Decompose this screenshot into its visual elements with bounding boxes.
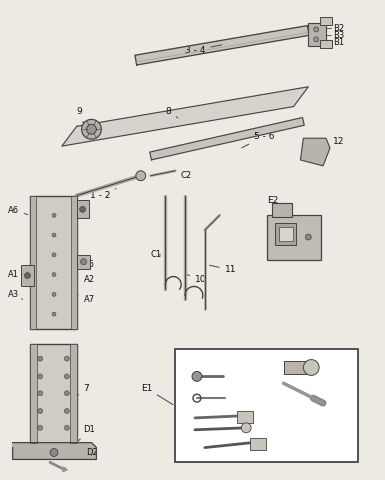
Text: 10: 10 bbox=[187, 275, 206, 284]
Polygon shape bbox=[135, 25, 309, 65]
Text: F7: F7 bbox=[190, 438, 203, 447]
Circle shape bbox=[64, 391, 69, 396]
Bar bbox=[279, 227, 293, 241]
Text: F2: F2 bbox=[185, 419, 194, 427]
Text: C2: C2 bbox=[180, 171, 191, 180]
Bar bbox=[320, 40, 332, 48]
Text: A2: A2 bbox=[77, 275, 95, 284]
Circle shape bbox=[64, 356, 69, 361]
Circle shape bbox=[305, 234, 311, 240]
Polygon shape bbox=[150, 118, 304, 160]
Bar bbox=[20, 264, 34, 287]
Text: F3: F3 bbox=[313, 374, 323, 383]
Text: A5: A5 bbox=[77, 260, 95, 269]
Circle shape bbox=[52, 253, 56, 257]
Circle shape bbox=[52, 233, 56, 237]
Circle shape bbox=[136, 171, 146, 180]
Bar bbox=[175, 349, 358, 462]
Polygon shape bbox=[62, 87, 308, 146]
Circle shape bbox=[80, 206, 85, 212]
Bar bbox=[30, 344, 77, 443]
Circle shape bbox=[52, 213, 56, 217]
Text: 12: 12 bbox=[321, 137, 344, 148]
Text: 3 - 4: 3 - 4 bbox=[185, 45, 222, 55]
Bar bbox=[77, 255, 90, 269]
Text: A7: A7 bbox=[77, 295, 95, 304]
Text: 7: 7 bbox=[77, 384, 89, 396]
Circle shape bbox=[25, 273, 30, 278]
Bar bbox=[284, 360, 311, 374]
Text: E2: E2 bbox=[267, 196, 278, 211]
Bar bbox=[320, 17, 332, 24]
Bar bbox=[250, 438, 266, 450]
Bar bbox=[308, 23, 326, 46]
Text: 11: 11 bbox=[209, 265, 236, 274]
Text: D2: D2 bbox=[87, 448, 98, 457]
Circle shape bbox=[192, 372, 202, 381]
Text: B2: B2 bbox=[333, 24, 344, 33]
Circle shape bbox=[64, 408, 69, 413]
Text: B3: B3 bbox=[333, 31, 344, 40]
Bar bbox=[267, 216, 321, 260]
Bar bbox=[70, 344, 77, 443]
Circle shape bbox=[52, 273, 56, 276]
Circle shape bbox=[80, 259, 87, 264]
Bar bbox=[71, 195, 77, 329]
Text: A1: A1 bbox=[8, 270, 25, 279]
Text: A3: A3 bbox=[8, 290, 22, 300]
Circle shape bbox=[52, 312, 56, 316]
Circle shape bbox=[82, 120, 101, 139]
Text: 1 - 2: 1 - 2 bbox=[89, 189, 116, 200]
Circle shape bbox=[52, 292, 56, 296]
Circle shape bbox=[64, 425, 69, 430]
Text: 5 - 6: 5 - 6 bbox=[242, 132, 275, 148]
Circle shape bbox=[38, 391, 43, 396]
Bar bbox=[30, 195, 36, 329]
Circle shape bbox=[38, 408, 43, 413]
Circle shape bbox=[314, 27, 319, 32]
Circle shape bbox=[241, 423, 251, 433]
Circle shape bbox=[38, 425, 43, 430]
Polygon shape bbox=[300, 138, 330, 166]
Text: 8: 8 bbox=[166, 107, 178, 118]
Text: C1: C1 bbox=[151, 251, 162, 259]
Polygon shape bbox=[13, 443, 96, 459]
Circle shape bbox=[38, 356, 43, 361]
Text: F6: F6 bbox=[185, 407, 194, 416]
Bar bbox=[275, 223, 296, 245]
Text: F5: F5 bbox=[185, 366, 194, 375]
Circle shape bbox=[314, 37, 319, 42]
Text: F4: F4 bbox=[294, 352, 303, 361]
Text: B1: B1 bbox=[333, 38, 344, 47]
Text: F1: F1 bbox=[185, 387, 194, 396]
Bar bbox=[237, 411, 253, 423]
Text: E1: E1 bbox=[141, 384, 173, 405]
Circle shape bbox=[87, 124, 96, 134]
Bar bbox=[30, 195, 77, 329]
Circle shape bbox=[38, 374, 43, 379]
Bar bbox=[30, 344, 37, 443]
Text: D1: D1 bbox=[79, 425, 95, 441]
Circle shape bbox=[303, 360, 319, 375]
Text: A6: A6 bbox=[8, 206, 28, 215]
Bar bbox=[77, 201, 89, 218]
Bar bbox=[272, 204, 291, 217]
Text: 9: 9 bbox=[77, 107, 84, 123]
Circle shape bbox=[64, 374, 69, 379]
Circle shape bbox=[50, 448, 58, 456]
